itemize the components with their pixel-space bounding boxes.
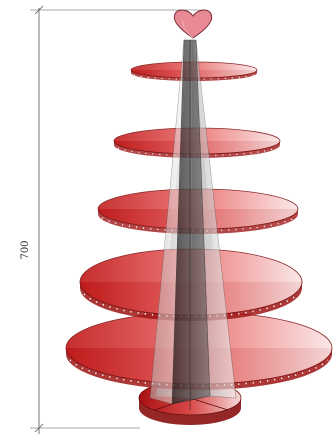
column-right-blade: [195, 39, 237, 399]
dimension-top-tick: [34, 5, 44, 15]
column-left-blade: [149, 39, 185, 405]
dimension-height-label: 700: [20, 240, 31, 259]
tier-2-rim-dots: [117, 147, 277, 157]
heart-topper: [173, 9, 213, 39]
tier-4-rim-dots: [83, 293, 299, 318]
heart-icon: [173, 9, 213, 39]
dimension-marker: 700: [20, 5, 205, 434]
dimension-bottom-tick: [34, 423, 44, 433]
central-column: [149, 39, 237, 410]
